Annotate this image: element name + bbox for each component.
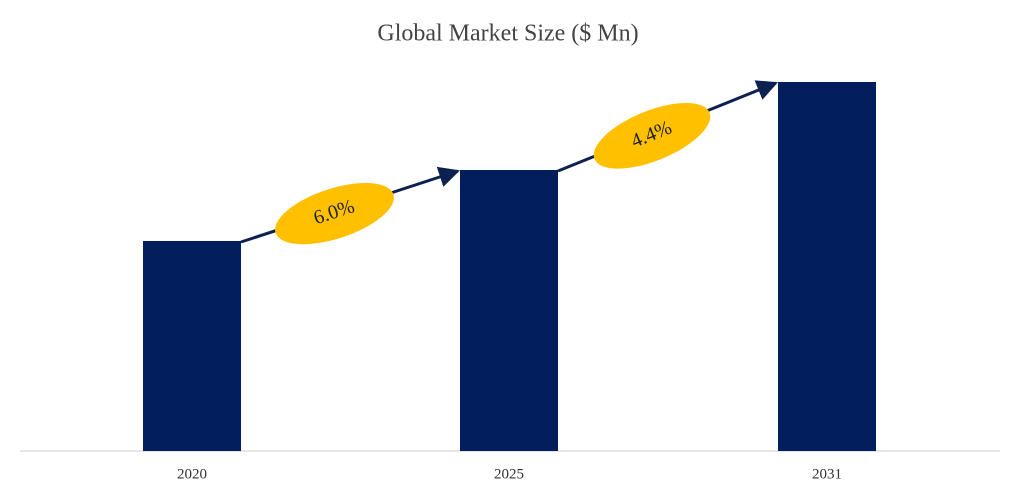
x-tick-label: 2025 (494, 466, 524, 482)
bar (778, 82, 876, 451)
growth-badge (593, 102, 711, 169)
growth-badge (275, 183, 394, 245)
bar (460, 170, 558, 451)
x-tick-label: 2020 (177, 466, 207, 482)
chart-title: Global Market Size ($ Mn) (377, 21, 638, 47)
x-tick-label: 2031 (812, 466, 842, 482)
bar (143, 241, 241, 451)
